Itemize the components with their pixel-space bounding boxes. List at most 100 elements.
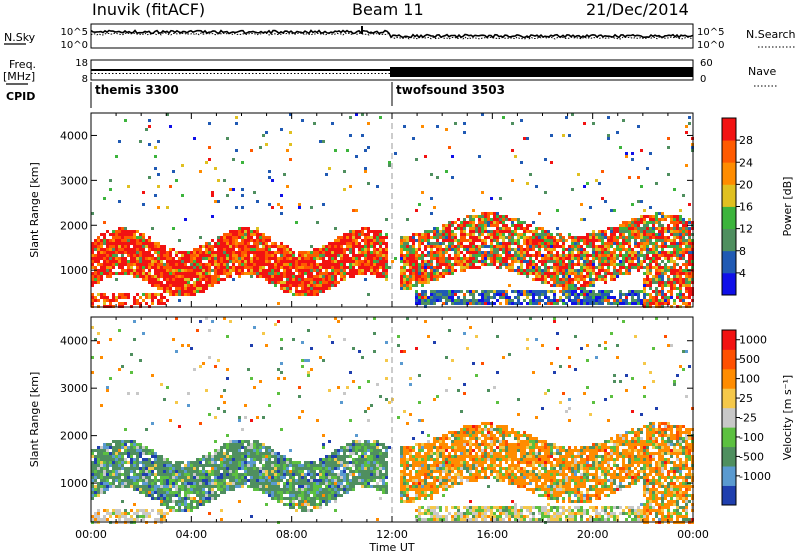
echo-cell bbox=[370, 260, 373, 263]
echo-cell bbox=[103, 518, 106, 521]
echo-cell bbox=[469, 233, 472, 236]
echo-cell bbox=[421, 278, 424, 281]
echo-cell bbox=[604, 281, 607, 284]
echo-cell bbox=[382, 263, 385, 266]
echo-cell bbox=[436, 248, 439, 251]
echo-cell bbox=[91, 461, 94, 464]
echo-cell bbox=[400, 284, 403, 287]
echo-cell bbox=[232, 230, 235, 233]
echo-cell bbox=[163, 302, 166, 305]
echo-cell bbox=[577, 260, 580, 263]
echo-cell bbox=[241, 443, 244, 446]
echo-cell bbox=[241, 269, 244, 272]
echo-cell bbox=[418, 275, 421, 278]
echo-cell bbox=[154, 269, 157, 272]
echo-cell bbox=[253, 386, 256, 389]
echo-cell bbox=[385, 236, 388, 239]
echo-cell bbox=[502, 236, 505, 239]
echo-cell bbox=[220, 257, 223, 260]
echo-cell bbox=[532, 302, 535, 305]
echo-cell bbox=[142, 278, 145, 281]
echo-cell bbox=[568, 263, 571, 266]
echo-cell bbox=[289, 266, 292, 269]
echo-cell bbox=[523, 230, 526, 233]
echo-cell bbox=[655, 227, 658, 230]
echo-cell bbox=[685, 278, 688, 281]
echo-cell bbox=[640, 254, 643, 257]
echo-cell bbox=[214, 269, 217, 272]
echo-cell bbox=[169, 284, 172, 287]
echo-cell bbox=[547, 257, 550, 260]
echo-cell bbox=[490, 233, 493, 236]
echo-cell bbox=[139, 467, 142, 470]
echo-cell bbox=[328, 167, 331, 170]
echo-cell bbox=[163, 263, 166, 266]
echo-cell bbox=[298, 260, 301, 263]
echo-cell bbox=[637, 200, 640, 203]
echo-cell bbox=[613, 233, 616, 236]
echo-cell bbox=[199, 458, 202, 461]
echo-cell bbox=[451, 257, 454, 260]
echo-cell bbox=[154, 281, 157, 284]
echo-cell bbox=[262, 254, 265, 257]
echo-cell bbox=[175, 254, 178, 257]
echo-cell bbox=[328, 245, 331, 248]
echo-cell bbox=[142, 257, 145, 260]
echo-cell bbox=[106, 479, 109, 482]
echo-cell bbox=[124, 272, 127, 275]
echo-cell bbox=[469, 215, 472, 218]
echo-cell bbox=[244, 449, 247, 452]
echo-cell bbox=[172, 494, 175, 497]
echo-cell bbox=[181, 293, 184, 296]
echo-cell bbox=[157, 488, 160, 491]
echo-cell bbox=[673, 245, 676, 248]
echo-cell bbox=[589, 206, 592, 209]
echo-cell bbox=[658, 293, 661, 296]
echo-cell bbox=[583, 248, 586, 251]
echo-cell bbox=[268, 404, 271, 407]
echo-cell bbox=[586, 290, 589, 293]
echo-cell bbox=[106, 248, 109, 251]
echo-cell bbox=[133, 320, 136, 323]
echo-cell bbox=[214, 461, 217, 464]
echo-cell bbox=[559, 278, 562, 281]
echo-cell bbox=[343, 269, 346, 272]
echo-cell bbox=[598, 257, 601, 260]
echo-cell bbox=[556, 257, 559, 260]
echo-cell bbox=[349, 272, 352, 275]
echo-cell bbox=[421, 260, 424, 263]
echo-cell bbox=[520, 266, 523, 269]
echo-cell bbox=[148, 296, 151, 299]
echo-cell bbox=[277, 251, 280, 254]
echo-cell bbox=[283, 257, 286, 260]
echo-cell bbox=[565, 290, 568, 293]
echo-cell bbox=[235, 260, 238, 263]
echo-cell bbox=[652, 242, 655, 245]
echo-cell bbox=[310, 269, 313, 272]
echo-cell bbox=[112, 467, 115, 470]
echo-cell bbox=[430, 299, 433, 302]
echo-cell bbox=[364, 242, 367, 245]
echo-cell bbox=[646, 248, 649, 251]
echo-cell bbox=[100, 278, 103, 281]
echo-cell bbox=[550, 245, 553, 248]
echo-cell bbox=[670, 287, 673, 290]
echo-cell bbox=[151, 263, 154, 266]
echo-cell bbox=[502, 290, 505, 293]
echo-cell bbox=[640, 221, 643, 224]
echo-cell bbox=[211, 473, 214, 476]
echo-cell bbox=[220, 485, 223, 488]
echo-cell bbox=[190, 347, 193, 350]
echo-cell bbox=[562, 299, 565, 302]
echo-cell bbox=[379, 236, 382, 239]
echo-cell bbox=[217, 476, 220, 479]
echo-cell bbox=[133, 470, 136, 473]
echo-cell bbox=[649, 242, 652, 245]
echo-cell bbox=[358, 242, 361, 245]
echo-cell bbox=[268, 488, 271, 491]
cpid-label: CPID bbox=[6, 90, 35, 103]
echo-cell bbox=[436, 293, 439, 296]
echo-cell bbox=[643, 281, 646, 284]
echo-cell bbox=[631, 203, 634, 206]
echo-cell bbox=[379, 272, 382, 275]
